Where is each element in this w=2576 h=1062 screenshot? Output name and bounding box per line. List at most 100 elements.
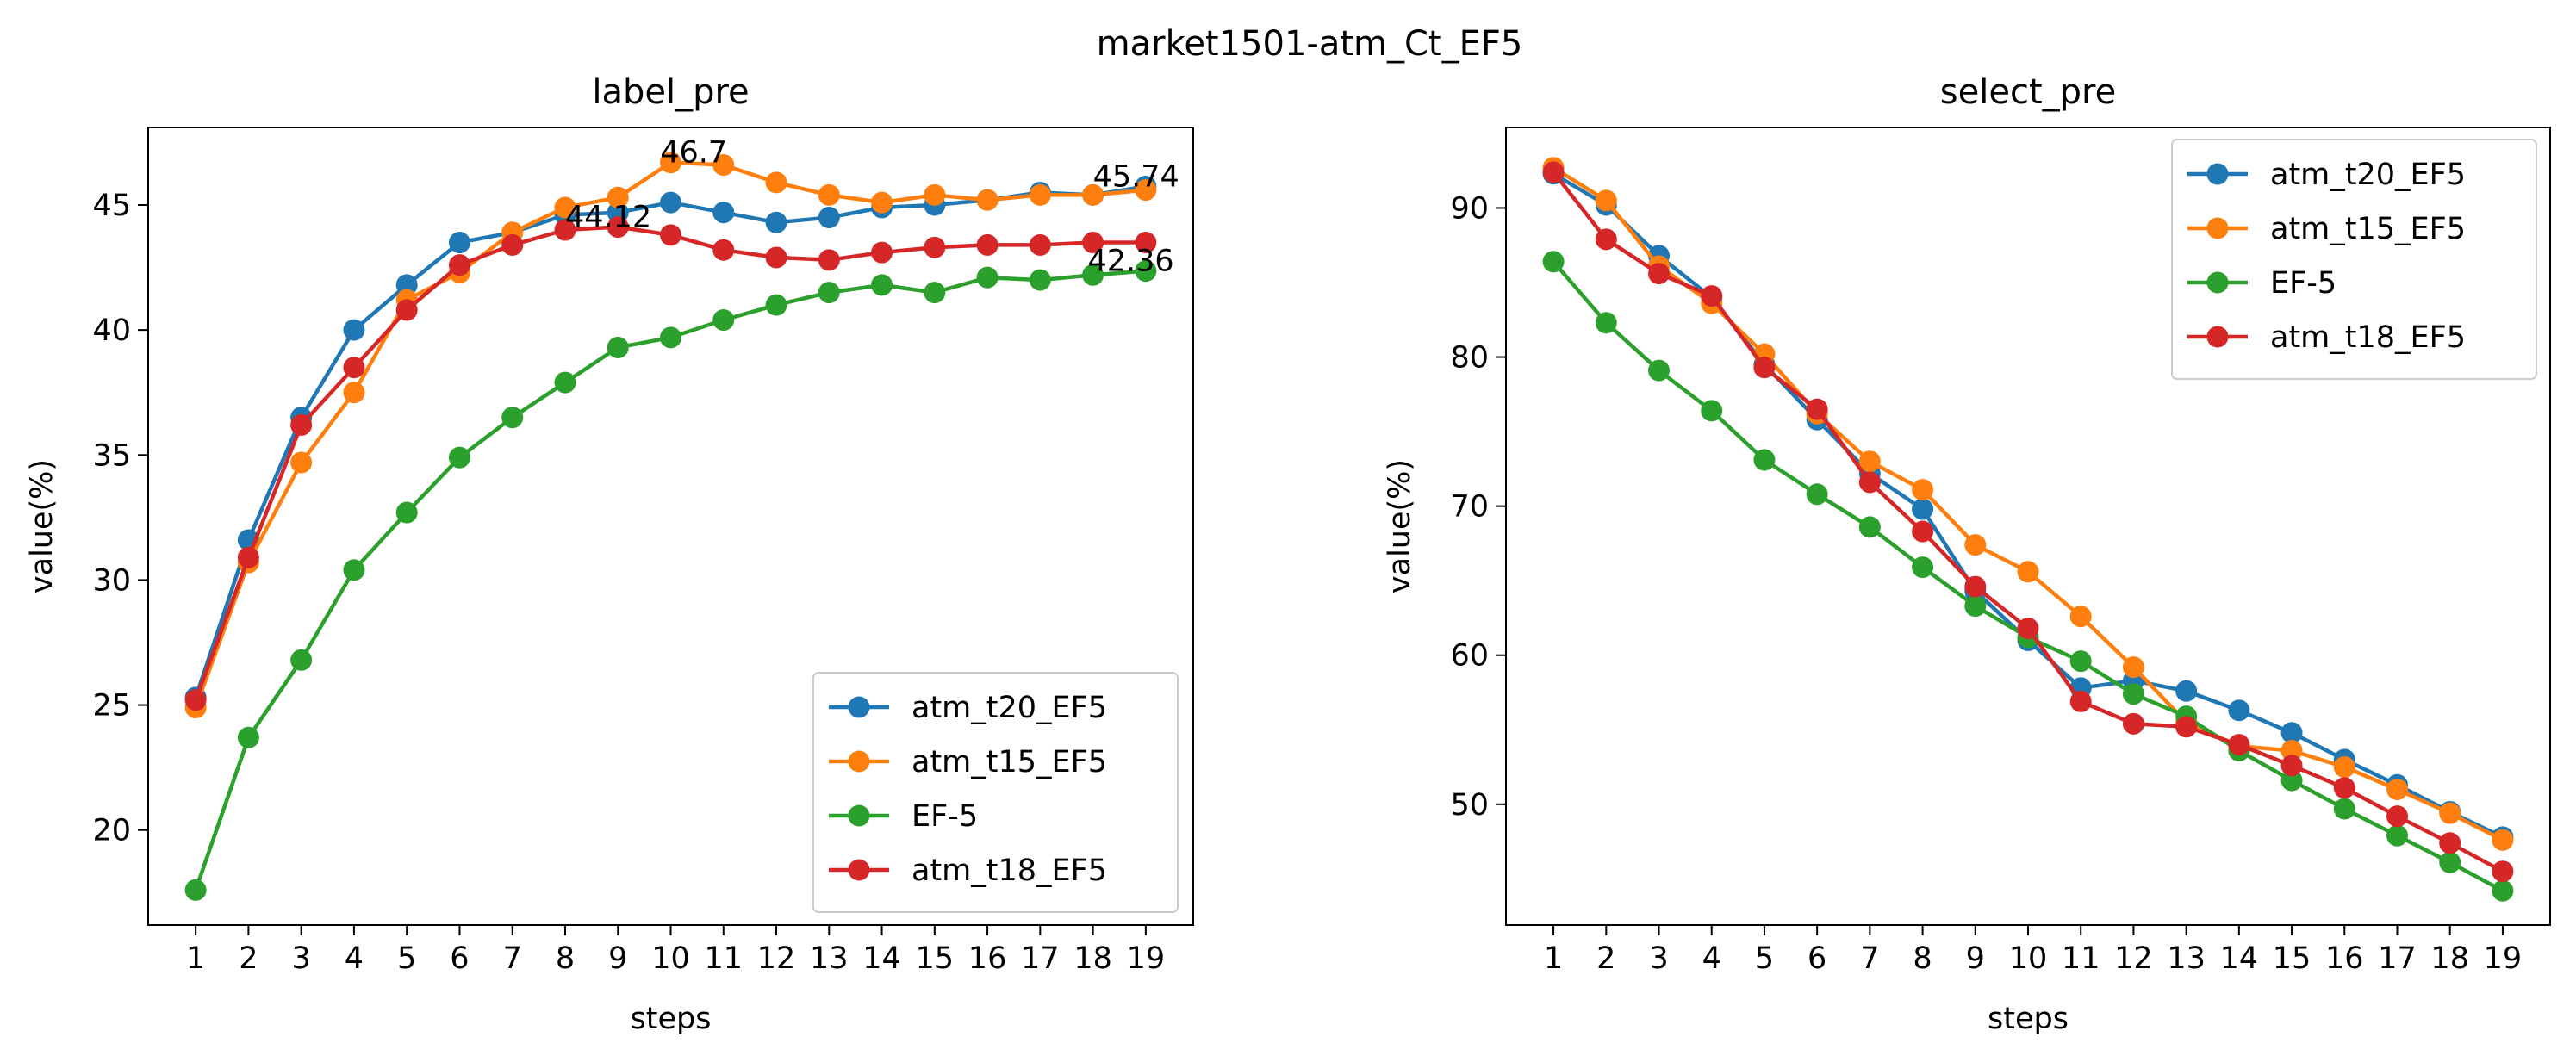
legend-marker: [848, 804, 870, 827]
y-tick-label: 80: [1450, 341, 1489, 376]
data-point-EF-5: [1135, 260, 1157, 283]
data-point-atm_t18_EF5: [448, 254, 470, 276]
x-tick-label: 9: [1966, 941, 1985, 976]
data-point-atm_t18_EF5: [184, 689, 207, 711]
chart-title: label_pre: [592, 72, 749, 112]
data-point-atm_t18_EF5: [2228, 734, 2250, 756]
data-point-atm_t15_EF5: [2122, 656, 2144, 679]
x-tick-label: 12: [757, 941, 796, 976]
x-tick-label: 13: [810, 941, 849, 976]
data-point-atm_t15_EF5: [2386, 778, 2408, 800]
legend-label: atm_t18_EF5: [2270, 320, 2466, 355]
data-point-atm_t18_EF5: [2280, 755, 2303, 777]
data-point-atm_t15_EF5: [1595, 189, 1617, 212]
data-point-EF-5: [765, 294, 787, 316]
x-tick-label: 1: [186, 941, 205, 976]
data-point-atm_t18_EF5: [1135, 232, 1157, 254]
legend-marker: [848, 696, 870, 718]
legend-marker: [2206, 163, 2229, 185]
data-point-atm_t18_EF5: [1029, 233, 1051, 256]
data-point-atm_t18_EF5: [2175, 716, 2198, 738]
x-axis-label: steps: [1988, 1002, 2069, 1036]
data-point-EF-5: [2492, 879, 2514, 902]
x-tick-label: 12: [2114, 941, 2153, 976]
data-point-atm_t18_EF5: [765, 246, 787, 269]
data-point-atm_t18_EF5: [1964, 575, 1987, 598]
x-tick-label: 17: [1021, 941, 1060, 976]
y-tick-label: 45: [92, 189, 131, 223]
data-point-atm_t15_EF5: [343, 382, 365, 404]
data-point-atm_t18_EF5: [976, 233, 999, 256]
x-tick-label: 19: [2484, 941, 2523, 976]
data-point-atm_t18_EF5: [924, 236, 946, 258]
x-tick-label: 8: [556, 941, 575, 976]
data-point-EF-5: [2122, 683, 2144, 705]
x-tick-label: 4: [1702, 941, 1721, 976]
data-point-atm_t20_EF5: [448, 232, 470, 254]
data-point-EF-5: [501, 407, 524, 429]
data-point-atm_t15_EF5: [2017, 561, 2039, 583]
legend-marker: [2206, 326, 2229, 348]
data-annotation: 45.74: [1093, 160, 1179, 195]
data-point-EF-5: [2439, 851, 2461, 873]
data-point-atm_t15_EF5: [554, 196, 576, 219]
data-point-EF-5: [1912, 556, 1934, 579]
data-point-atm_t15_EF5: [1858, 450, 1881, 473]
figure-suptitle: market1501-atm_Ct_EF5: [1097, 24, 1523, 64]
data-point-atm_t15_EF5: [818, 183, 840, 206]
x-tick-label: 18: [2430, 941, 2469, 976]
data-point-atm_t20_EF5: [660, 191, 681, 214]
data-point-atm_t18_EF5: [1082, 232, 1104, 254]
data-point-EF-5: [237, 726, 259, 748]
data-point-atm_t18_EF5: [2386, 805, 2408, 828]
data-point-atm_t18_EF5: [1595, 228, 1617, 251]
x-tick-label: 9: [608, 941, 627, 976]
data-point-atm_t15_EF5: [871, 191, 893, 214]
data-point-EF-5: [343, 559, 365, 581]
data-annotation: 46.7: [660, 136, 727, 171]
data-point-EF-5: [1964, 595, 1987, 618]
data-point-EF-5: [924, 282, 946, 304]
data-point-atm_t20_EF5: [2175, 680, 2198, 702]
data-point-atm_t15_EF5: [1082, 183, 1104, 206]
legend-marker: [2206, 217, 2229, 239]
data-point-atm_t18_EF5: [290, 413, 313, 436]
data-point-atm_t18_EF5: [2492, 860, 2514, 883]
x-tick-label: 6: [450, 941, 469, 976]
data-point-atm_t18_EF5: [1648, 263, 1671, 285]
chart-label-pre: 1 2 3 4 5 6 7 8 9 10 11 12 13 14 15 16 17 18 1920253035404…: [25, 72, 1194, 1036]
x-axis-label: steps: [631, 1002, 712, 1036]
data-point-EF-5: [1542, 251, 1565, 273]
data-point-EF-5: [2069, 650, 2092, 673]
data-point-atm_t15_EF5: [2069, 606, 2092, 628]
y-tick-label: 35: [92, 438, 131, 473]
x-tick-label: 19: [1127, 941, 1166, 976]
data-point-atm_t15_EF5: [2333, 756, 2355, 779]
y-tick-label: 50: [1450, 788, 1489, 823]
chart-title: select_pre: [1940, 72, 2116, 112]
data-point-atm_t20_EF5: [343, 319, 365, 341]
data-point-atm_t18_EF5: [1858, 471, 1881, 494]
x-tick-label: 6: [1808, 941, 1826, 976]
x-tick-label: 13: [2167, 941, 2206, 976]
data-point-atm_t18_EF5: [607, 216, 629, 239]
legend-label: EF-5: [912, 799, 978, 834]
y-tick-label: 60: [1450, 639, 1489, 674]
data-point-atm_t18_EF5: [1542, 161, 1565, 183]
data-annotation: 42.36: [1087, 245, 1173, 279]
data-point-EF-5: [1595, 312, 1617, 334]
data-point-atm_t20_EF5: [765, 211, 787, 233]
x-tick-label: 14: [2220, 941, 2259, 976]
data-point-atm_t15_EF5: [712, 154, 735, 177]
data-point-EF-5: [1082, 264, 1104, 286]
data-point-atm_t20_EF5: [2280, 722, 2303, 744]
data-point-EF-5: [660, 326, 681, 349]
data-point-EF-5: [1029, 269, 1051, 291]
data-point-EF-5: [976, 266, 999, 289]
data-point-atm_t18_EF5: [2122, 712, 2144, 735]
data-point-atm_t15_EF5: [2439, 802, 2461, 824]
x-tick-label: 5: [1755, 941, 1774, 976]
legend-marker: [2206, 271, 2229, 294]
data-point-atm_t20_EF5: [395, 274, 418, 296]
x-tick-label: 10: [2009, 941, 2048, 976]
